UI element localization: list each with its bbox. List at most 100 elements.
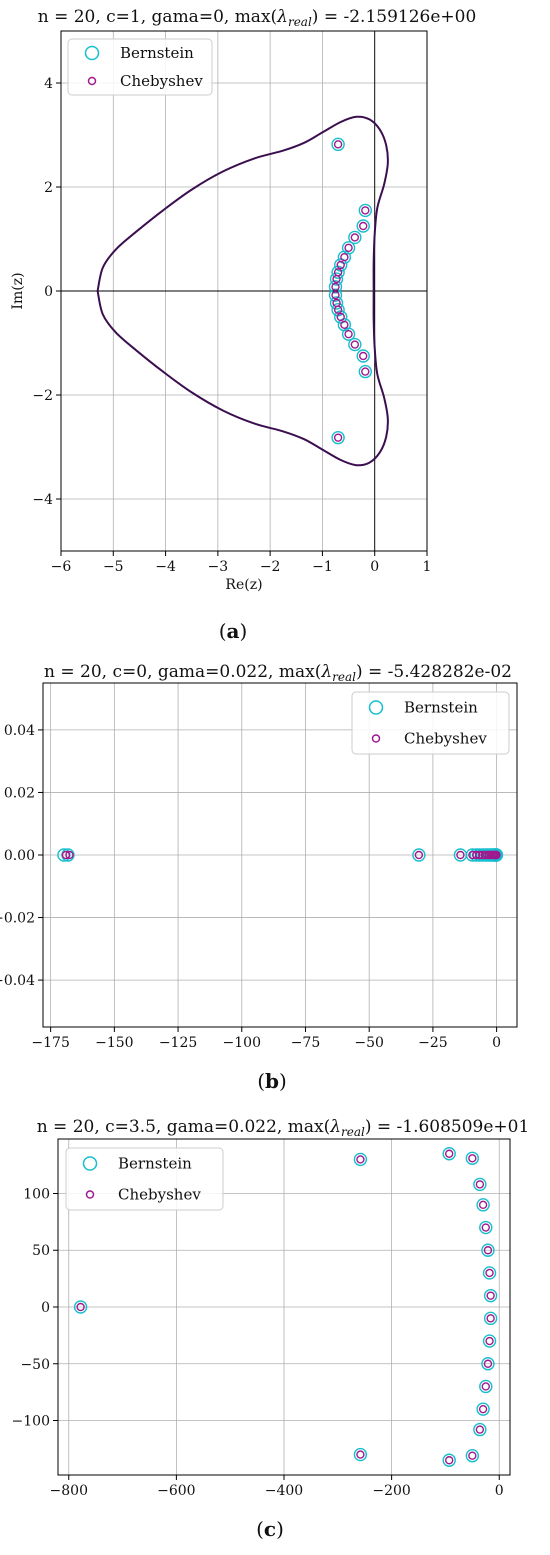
- chebyshev-point: [475, 850, 484, 860]
- y-tick-label: 50: [32, 1243, 50, 1259]
- bernstein-point: [356, 219, 370, 233]
- chebyshev-point: [331, 290, 340, 300]
- chebyshev-point: [444, 1149, 454, 1158]
- x-tick-label: −75: [291, 1035, 321, 1051]
- chebyshev-point: [361, 206, 370, 215]
- y-tick-label: 0.04: [4, 723, 35, 739]
- chebyshev-point: [468, 1154, 477, 1163]
- chebyshev-point: [344, 329, 353, 339]
- bernstein-point: [341, 327, 356, 341]
- chart-c: n = 20, c=3.5, gama=0.022, max(λreal) = …: [12, 1117, 530, 1541]
- y-tick-label: 100: [23, 1186, 50, 1202]
- y-tick-label: −0.02: [0, 911, 35, 927]
- y-tick-label: 2: [44, 180, 53, 196]
- x-tick-label: 0: [495, 1483, 504, 1499]
- chebyshev-point: [478, 1200, 488, 1210]
- bernstein-point: [473, 1177, 487, 1192]
- chebyshev-point: [481, 1223, 490, 1232]
- legend-marker-chebyshev: [371, 734, 381, 743]
- legend-label-chebyshev: Chebyshev: [120, 72, 203, 90]
- chebyshev-point: [336, 312, 345, 322]
- bernstein-point: [356, 349, 370, 363]
- x-tick-label: −4: [155, 559, 176, 575]
- chebyshev-point: [350, 233, 360, 242]
- chebyshev-point: [65, 850, 74, 860]
- chebyshev-point: [481, 1382, 490, 1391]
- chebyshev-point: [478, 1404, 488, 1414]
- chebyshev-point: [333, 305, 343, 314]
- bernstein-point: [328, 288, 343, 302]
- stability-boundary-curve: [96, 115, 389, 467]
- y-tick-label: −4: [32, 492, 53, 508]
- bernstein-point: [331, 430, 345, 445]
- legend-label-chebyshev: Chebyshev: [404, 730, 487, 748]
- x-tick-label: −800: [50, 1483, 88, 1499]
- bernstein-point: [353, 1447, 368, 1462]
- chart-b: n = 20, c=0, gama=0.022, max(λreal) = -5…: [0, 662, 518, 1093]
- x-tick-label: 0: [492, 1035, 501, 1051]
- bernstein-point: [348, 230, 362, 245]
- chebyshev-point: [331, 282, 340, 292]
- chart-a: n = 20, c=1, gama=0, max(λreal) = -2.159…: [10, 7, 476, 643]
- chebyshev-point: [340, 320, 349, 329]
- chebyshev-point: [456, 850, 465, 860]
- x-tick-label: −600: [157, 1483, 195, 1499]
- chebyshev-point: [61, 850, 71, 860]
- legend-label-chebyshev: Chebyshev: [118, 1186, 201, 1204]
- x-tick-label: −100: [223, 1035, 261, 1051]
- bernstein-point: [465, 1151, 480, 1165]
- y-tick-label: 0: [41, 1300, 50, 1316]
- legend-box: [67, 38, 213, 96]
- chart-title: n = 20, c=3.5, gama=0.022, max(λreal) = …: [37, 1117, 530, 1139]
- chebyshev-point: [472, 850, 481, 860]
- bernstein-point: [358, 364, 373, 379]
- y-tick-label: −2: [32, 388, 53, 404]
- bernstein-point: [331, 137, 345, 152]
- x-tick-label: −200: [372, 1483, 410, 1499]
- chebyshev-point: [444, 1456, 454, 1465]
- bernstein-point: [481, 1243, 495, 1257]
- chebyshev-point: [483, 1359, 493, 1368]
- bernstein-point: [442, 1147, 456, 1161]
- chebyshev-point: [486, 1314, 495, 1323]
- chebyshev-point: [485, 1336, 494, 1346]
- x-tick-label: −1: [312, 559, 333, 575]
- chebyshev-point: [340, 253, 349, 262]
- x-tick-label: 0: [370, 559, 379, 575]
- bernstein-point: [442, 1453, 456, 1467]
- bernstein-point: [479, 1220, 493, 1235]
- x-tick-label: −3: [208, 559, 229, 575]
- x-tick-label: 1: [423, 559, 432, 575]
- legend-marker-bernstein: [84, 45, 100, 61]
- chebyshev-point: [475, 1425, 485, 1434]
- chebyshev-point: [492, 850, 501, 860]
- legend-box: [351, 691, 510, 755]
- chebyshev-point: [483, 1246, 493, 1255]
- bernstein-point: [73, 1300, 88, 1314]
- x-tick-label: −150: [95, 1035, 133, 1051]
- chebyshev-point: [414, 850, 424, 860]
- chebyshev-point: [468, 1451, 477, 1460]
- bernstein-point: [412, 848, 426, 862]
- bernstein-point: [348, 337, 362, 352]
- bernstein-point: [482, 1266, 497, 1280]
- bernstein-point: [479, 1379, 493, 1394]
- legend-label-bernstein: Bernstein: [404, 699, 478, 717]
- bernstein-point: [329, 272, 344, 286]
- chebyshev-point: [359, 221, 368, 231]
- chart-title: n = 20, c=0, gama=0.022, max(λreal) = -5…: [44, 662, 512, 684]
- chebyshev-point: [76, 1302, 85, 1312]
- bernstein-point: [353, 1152, 368, 1167]
- chebyshev-point: [475, 1180, 485, 1189]
- chebyshev-point: [486, 1291, 495, 1300]
- legend-marker-chebyshev: [87, 76, 97, 86]
- bernstein-point: [483, 1311, 498, 1326]
- x-tick-label: −400: [265, 1483, 303, 1499]
- bernstein-point: [476, 1402, 490, 1416]
- y-tick-label: −100: [12, 1414, 50, 1430]
- legend-marker-chebyshev: [85, 1190, 95, 1199]
- y-tick-label: 0.02: [4, 785, 35, 801]
- panel-caption: (c): [256, 1517, 284, 1541]
- chebyshev-point: [332, 274, 341, 284]
